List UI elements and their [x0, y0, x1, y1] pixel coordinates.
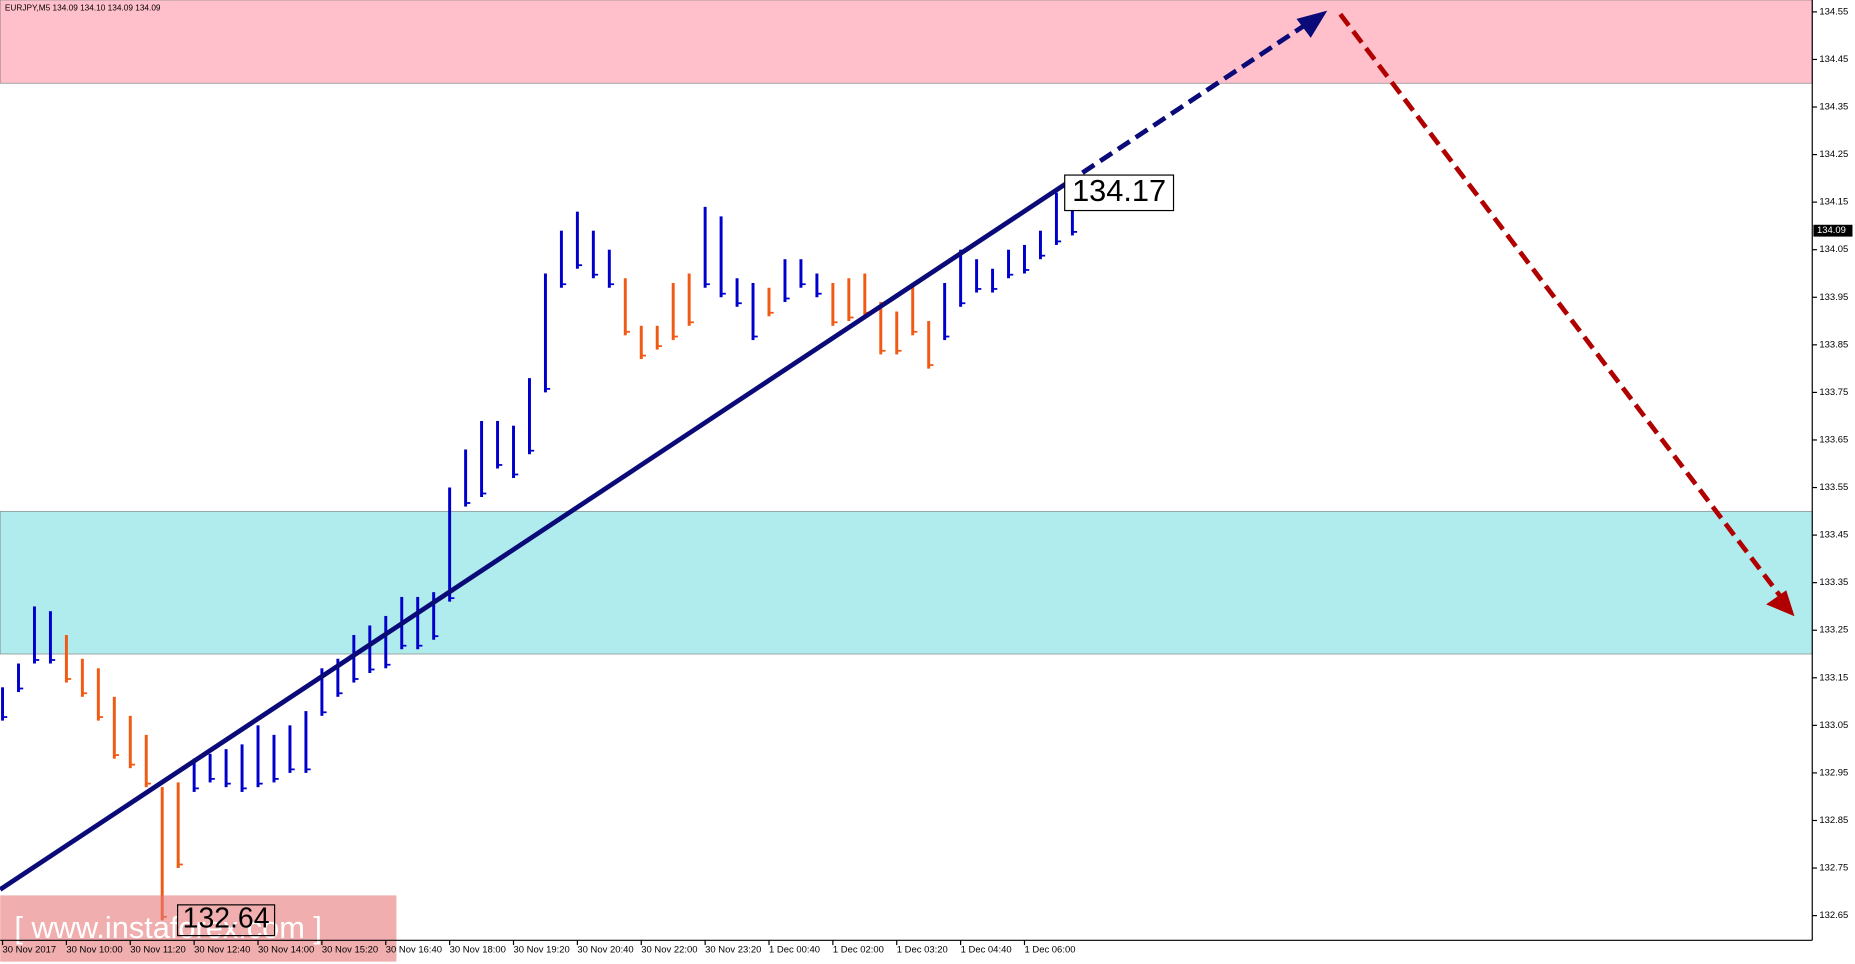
x-tick-label: 30 Nov 23:20 — [705, 944, 761, 955]
label-box — [176, 904, 276, 937]
x-tick-label: 30 Nov 10:00 — [66, 944, 122, 955]
y-tick-label: 133.55 — [1819, 482, 1848, 493]
x-tick-label: 30 Nov 20:40 — [577, 944, 633, 955]
y-tick-label: 134.25 — [1819, 149, 1848, 160]
y-tick-label: 134.15 — [1819, 197, 1848, 208]
price-tag-bg — [1813, 224, 1853, 237]
x-tick-label: 30 Nov 12:40 — [194, 944, 250, 955]
y-tick-label: 133.75 — [1819, 387, 1848, 398]
x-tick-label: 30 Nov 11:20 — [130, 944, 186, 955]
forecast-down — [1338, 12, 1786, 603]
y-tick-label: 134.35 — [1819, 102, 1848, 113]
y-tick-label: 132.75 — [1819, 863, 1848, 874]
trend-line — [0, 182, 1067, 892]
y-tick-label: 132.85 — [1819, 815, 1848, 826]
low-label: 132.64 — [183, 903, 270, 935]
x-tick-label: 1 Dec 03:20 — [897, 944, 948, 955]
zone — [0, 510, 1813, 655]
label-box — [1064, 174, 1175, 212]
chart-title: EURJPY,M5 134.09 134.10 134.09 134.09 — [5, 3, 161, 12]
x-tick-label: 30 Nov 18:00 — [450, 944, 506, 955]
y-tick-label: 134.45 — [1819, 54, 1848, 65]
y-tick-label: 134.05 — [1819, 244, 1848, 255]
x-tick-label: 1 Dec 06:00 — [1024, 944, 1075, 955]
x-tick-label: 1 Dec 00:40 — [769, 944, 820, 955]
x-tick-label: 1 Dec 02:00 — [833, 944, 884, 955]
zone — [0, 0, 1813, 84]
arrow-head — [1766, 590, 1795, 617]
y-tick-label: 132.95 — [1819, 767, 1848, 778]
y-tick-label: 133.25 — [1819, 625, 1848, 636]
y-tick-label: 133.85 — [1819, 339, 1848, 350]
x-tick-label: 30 Nov 16:40 — [386, 944, 442, 955]
y-tick-label: 133.15 — [1819, 672, 1848, 683]
y-tick-label: 133.45 — [1819, 530, 1848, 541]
arrow-head — [1296, 10, 1328, 38]
y-tick-label: 132.65 — [1819, 910, 1848, 921]
x-tick-label: 30 Nov 15:20 — [322, 944, 378, 955]
x-tick-label: 30 Nov 2017 — [3, 944, 57, 955]
price-tag: 134.09 — [1817, 225, 1846, 236]
x-tick-label: 30 Nov 14:00 — [258, 944, 314, 955]
y-tick-label: 133.35 — [1819, 577, 1848, 588]
watermark-box — [0, 895, 397, 962]
x-tick-label: 30 Nov 19:20 — [514, 944, 570, 955]
x-tick-label: 30 Nov 22:00 — [641, 944, 697, 955]
y-tick-label: 133.05 — [1819, 720, 1848, 731]
y-tick-label: 133.65 — [1819, 434, 1848, 445]
x-tick-label: 1 Dec 04:40 — [961, 944, 1012, 955]
high-label: 134.17 — [1072, 173, 1166, 208]
watermark: [ www.instaforex.com ] — [14, 910, 322, 945]
forecast-up — [1063, 21, 1309, 187]
y-tick-label: 133.95 — [1819, 292, 1848, 303]
y-tick-label: 134.55 — [1819, 6, 1848, 17]
